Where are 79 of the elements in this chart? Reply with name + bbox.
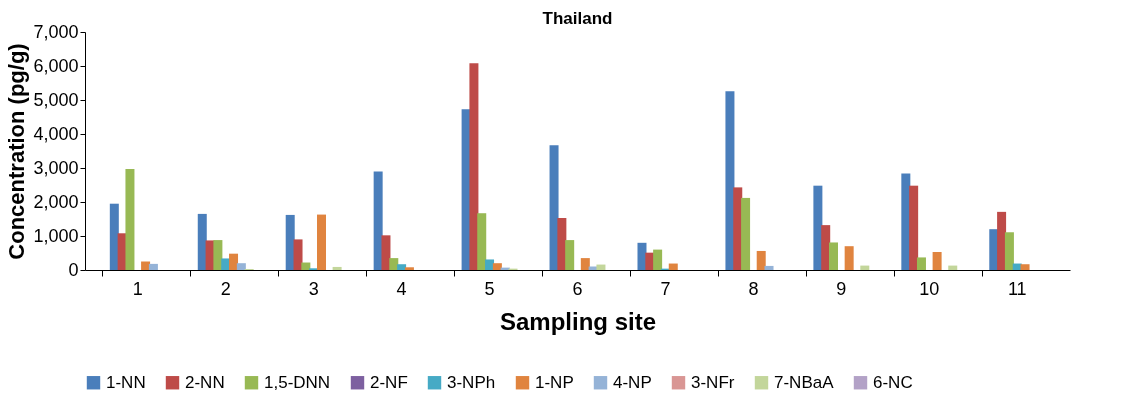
bar — [580, 258, 590, 270]
bar — [1020, 264, 1030, 270]
bar — [860, 265, 870, 270]
bar — [381, 235, 391, 270]
x-tick-label: 1 — [132, 278, 143, 299]
x-tick-label: 9 — [836, 278, 847, 299]
bar — [596, 264, 606, 270]
bar — [725, 91, 735, 270]
legend-label: 7-NBaA — [774, 372, 835, 392]
bar — [844, 246, 854, 270]
bar — [829, 242, 839, 270]
bar — [764, 265, 774, 270]
bar — [316, 214, 326, 270]
x-tick-label: 4 — [396, 278, 407, 299]
x-tick-label: 7 — [660, 278, 671, 299]
x-tick-label: 3 — [308, 278, 319, 299]
legend-label: 4-NP — [613, 372, 652, 392]
bar — [229, 253, 239, 270]
bar — [109, 203, 119, 270]
legend-label: 2-NF — [370, 372, 408, 392]
bar — [477, 213, 487, 270]
x-tick-label: 11 — [1007, 278, 1027, 299]
x-tick-label: 8 — [748, 278, 759, 299]
legend-label: 3-NFr — [691, 372, 735, 392]
y-tick-label: 6,000 — [33, 55, 79, 76]
y-tick-label: 3,000 — [33, 157, 79, 178]
bar — [821, 225, 831, 270]
bar — [997, 211, 1007, 270]
y-tick-label: 1,000 — [33, 225, 79, 246]
bar — [485, 259, 495, 270]
bar — [948, 265, 958, 270]
bar — [756, 250, 766, 270]
bar — [733, 187, 743, 270]
x-tick-label: 6 — [572, 278, 583, 299]
bar — [373, 171, 383, 270]
y-tick-label: 7,000 — [33, 21, 79, 42]
y-axis-title: Concentration (pg/g) — [4, 43, 30, 260]
y-tick-label: 2,000 — [33, 191, 79, 212]
y-tick-label: 4,000 — [33, 123, 79, 144]
bar — [293, 239, 303, 270]
bar — [557, 217, 567, 270]
y-tick-label: 0 — [68, 259, 79, 280]
x-tick-label: 10 — [919, 278, 940, 299]
x-tick-label: 2 — [220, 278, 231, 299]
legend-label: 6-NC — [873, 372, 913, 392]
legend-label: 1-NN — [106, 372, 146, 392]
chart-title: Thailand — [542, 9, 613, 28]
bar — [932, 251, 942, 270]
bar — [332, 266, 342, 270]
legend-label: 1,5-DNN — [264, 372, 331, 392]
bar — [741, 197, 751, 270]
bar — [813, 185, 823, 270]
x-tick-label: 5 — [484, 278, 495, 299]
legend-label: 2-NN — [185, 372, 225, 392]
bar — [236, 263, 246, 270]
bar — [213, 240, 223, 270]
bar — [301, 262, 311, 270]
bar — [549, 145, 559, 270]
bar — [469, 63, 479, 270]
bar — [492, 263, 502, 270]
bar — [404, 267, 414, 270]
bar — [565, 240, 575, 270]
bar — [389, 258, 399, 270]
bar — [148, 263, 158, 270]
bar — [637, 242, 647, 270]
x-axis-title: Sampling site — [499, 307, 657, 335]
bar — [125, 169, 135, 270]
bar — [285, 214, 295, 270]
bar — [197, 213, 207, 270]
bar — [909, 185, 919, 270]
bar — [653, 249, 663, 270]
bar — [916, 257, 926, 270]
bar — [901, 173, 911, 270]
bar — [668, 263, 678, 270]
legend-label: 1-NP — [535, 372, 574, 392]
bar — [1004, 232, 1014, 270]
legend-label: 3-NPh — [447, 372, 496, 392]
y-tick-label: 5,000 — [33, 89, 79, 110]
bar — [397, 264, 407, 270]
